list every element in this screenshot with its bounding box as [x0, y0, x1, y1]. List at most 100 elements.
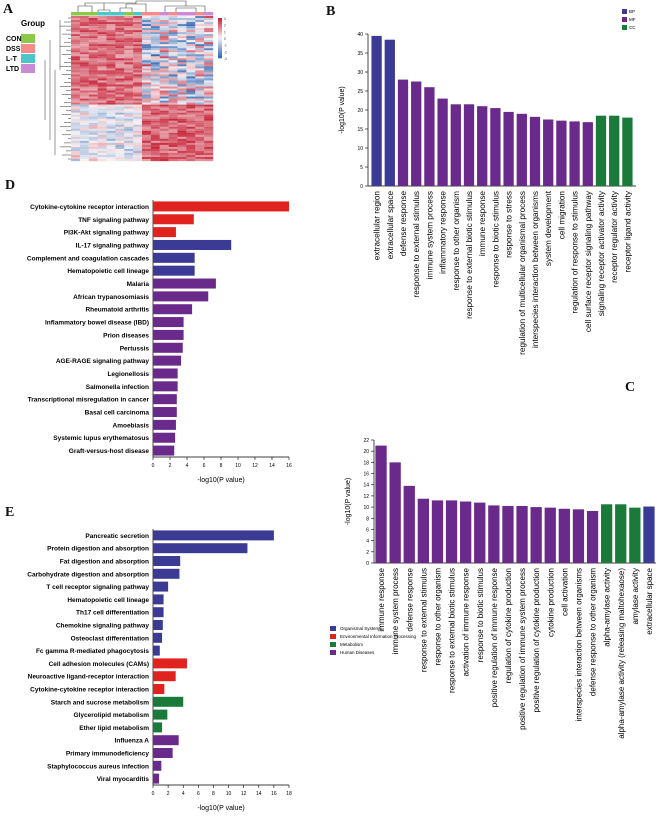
heatmap-cell [150, 142, 160, 146]
heatmap-color-scale: 3 2 1 0 -1 -2 -3 [218, 17, 227, 61]
heatmap-cell [204, 126, 214, 129]
heatmap-cell [195, 44, 205, 47]
heatmap-cell [115, 88, 125, 91]
heatmap-cell [142, 90, 152, 93]
heatmap-cell [133, 120, 143, 123]
heatmap-cell [186, 102, 196, 105]
heatmap-cell [204, 114, 214, 117]
chart-b-category-label: response to other organism [452, 191, 461, 291]
heatmap-cell [88, 154, 98, 158]
heatmap-cell [115, 106, 125, 109]
heatmap-cell [79, 84, 89, 87]
heatmap-cell [142, 18, 152, 21]
heatmap-cell [124, 32, 134, 35]
heatmap-cell [124, 114, 134, 117]
heatmap-cell [115, 112, 125, 115]
heatmap-cell [204, 112, 214, 115]
heatmap-cell [133, 60, 143, 63]
heatmap-cell [186, 48, 196, 51]
heatmap-cell [97, 94, 107, 97]
heatmap-cell [186, 84, 196, 87]
heatmap-cell [97, 104, 107, 107]
chart-c-y-tick-label: 2 [366, 550, 369, 556]
chart-c-bar [643, 506, 655, 563]
heatmap-cell [150, 128, 160, 131]
heatmap-cell [204, 40, 214, 43]
heatmap-cell [168, 134, 178, 137]
heatmap-cell [124, 132, 134, 135]
heatmap-cell [97, 46, 107, 49]
heatmap-cell [71, 136, 81, 139]
chart-d-bar [153, 252, 195, 263]
column-group-color [88, 12, 98, 16]
heatmap-cell [97, 106, 107, 109]
chart-d-x-axis-label: -log10(P value) [197, 477, 244, 484]
heatmap-cell [97, 146, 107, 150]
heatmap-cell [168, 98, 178, 101]
heatmap-cell [133, 62, 143, 65]
heatmap-cell [88, 100, 98, 103]
heatmap-cell [195, 100, 205, 103]
heatmap-cell [71, 94, 81, 97]
heatmap-cell [71, 88, 81, 91]
heatmap-cell [115, 58, 125, 61]
heatmap-cell [79, 38, 89, 41]
heatmap-cell [115, 66, 125, 69]
heatmap-cell [150, 66, 160, 69]
heatmap-cell [177, 88, 187, 91]
panel-letter-a: A [3, 2, 14, 17]
heatmap-cell [88, 42, 98, 45]
heatmap-cell [204, 46, 214, 49]
heatmap-cell [159, 74, 169, 77]
chart-c-bar [586, 511, 599, 563]
heatmap-cell [79, 88, 89, 91]
heatmap-cell [195, 122, 205, 125]
heatmap-cell [115, 122, 125, 125]
heatmap-cell [150, 68, 160, 71]
chart-b-category-label: immune system process [425, 191, 434, 279]
heatmap-cell [195, 64, 205, 67]
heatmap-cell [204, 94, 214, 97]
heatmap-cell [133, 42, 143, 45]
heatmap-cell [97, 66, 107, 69]
heatmap-cell [71, 16, 81, 19]
heatmap-cell [159, 64, 169, 67]
heatmap-cell [204, 76, 214, 79]
heatmap-cell [106, 104, 116, 107]
chart-c-bar [474, 502, 486, 563]
heatmap-cell [88, 130, 98, 133]
heatmap-cell [79, 62, 89, 65]
heatmap-cell [71, 142, 81, 146]
heatmap-cell [88, 52, 98, 55]
heatmap-cell [168, 106, 178, 109]
heatmap-cell [106, 152, 116, 156]
chart-e-x-tick-label: 12 [241, 791, 247, 797]
heatmap-cell [177, 122, 187, 125]
heatmap-cell [186, 156, 196, 160]
heatmap-cell [106, 150, 116, 154]
heatmap-cell [71, 118, 81, 121]
chart-b-category-label: response to biotic stimulus [491, 191, 500, 287]
heatmap-cell [177, 44, 187, 47]
chart-d-bar [153, 355, 182, 366]
heatmap-cell [204, 38, 214, 41]
heatmap-cell [97, 118, 107, 121]
heatmap-cell [204, 158, 214, 162]
heatmap-cell [186, 86, 196, 89]
heatmap-cell [186, 124, 196, 127]
heatmap-cell [88, 132, 98, 135]
heatmap-cell [168, 76, 178, 79]
heatmap-cell [106, 92, 116, 95]
heatmap-cell [97, 54, 107, 57]
heatmap-cell [159, 100, 169, 103]
heatmap-cell [88, 148, 98, 152]
heatmap-cell [195, 136, 205, 139]
heatmap-cell [195, 146, 205, 150]
heatmap-cell [71, 54, 81, 57]
heatmap-cell [168, 82, 178, 85]
heatmap-cell [71, 76, 81, 79]
heatmap-cell [133, 74, 143, 77]
heatmap-cell [168, 22, 178, 25]
heatmap-cell [168, 42, 178, 45]
heatmap-cell [97, 28, 107, 31]
